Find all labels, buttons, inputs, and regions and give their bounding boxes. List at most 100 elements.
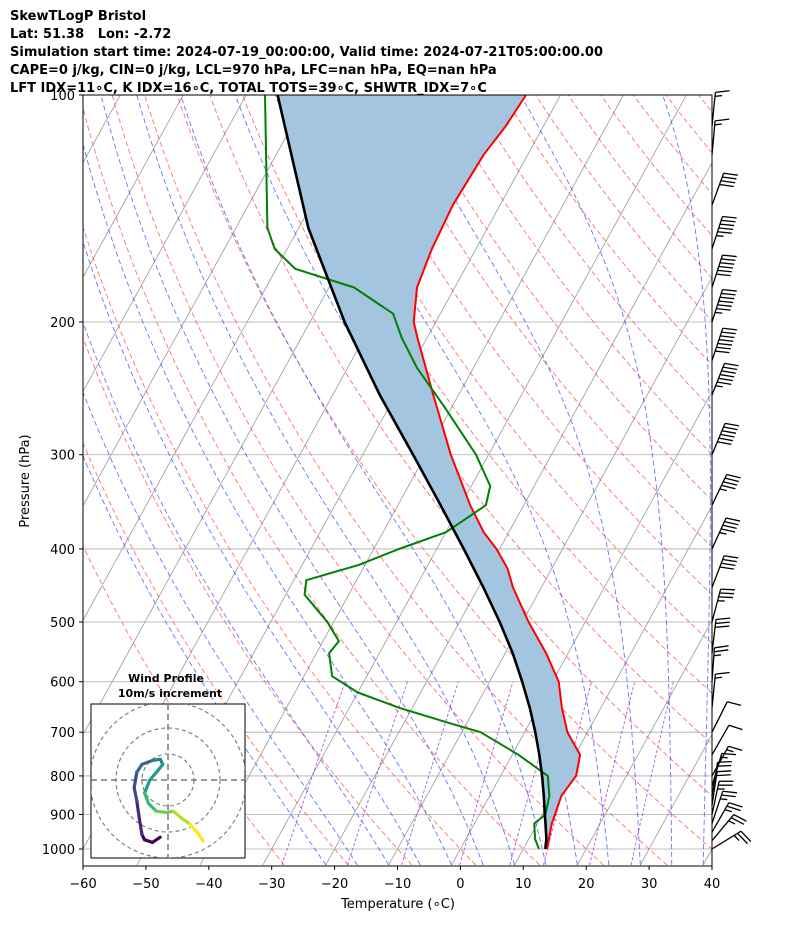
wind-barb-flag xyxy=(718,227,734,231)
wind-barb-half-flag xyxy=(728,820,736,825)
wind-barb-flag xyxy=(716,273,731,277)
wind-barb xyxy=(711,555,739,588)
wind-barb-flag xyxy=(719,262,735,265)
dry-adiabat-line xyxy=(697,95,712,113)
wind-barb xyxy=(711,701,742,733)
wind-barb-flag xyxy=(728,745,743,752)
wind-barb-staff xyxy=(711,328,724,361)
wind-barb-flag xyxy=(733,814,747,822)
wind-barb-half-flag xyxy=(713,654,722,657)
hodograph-segment xyxy=(146,801,158,813)
wind-barb-staff xyxy=(711,474,728,506)
wind-barb-flag xyxy=(726,805,741,812)
x-tick-label: 40 xyxy=(704,877,721,892)
wind-barb-flag xyxy=(721,794,736,798)
wind-barb-flag xyxy=(720,433,735,438)
wind-barb-flag xyxy=(721,258,736,262)
dry-adiabat-line xyxy=(83,225,477,866)
wind-barb-staff xyxy=(711,753,723,787)
wind-barb-staff xyxy=(711,254,724,288)
isotherm-line xyxy=(262,95,687,866)
wind-barb-flag xyxy=(722,254,737,258)
moist-adiabat-line xyxy=(180,95,547,866)
isotherm-line xyxy=(325,161,712,866)
x-tick-label: −30 xyxy=(258,877,285,892)
wind-barb-flag xyxy=(719,592,734,595)
x-tick-label: −40 xyxy=(195,877,222,892)
x-tick-label: −50 xyxy=(132,877,159,892)
wind-barb-flag xyxy=(719,373,735,378)
wind-barb-staff xyxy=(711,92,717,127)
hodograph-segment xyxy=(135,799,141,821)
wind-barb-flag xyxy=(720,588,735,591)
wind-barb-staff xyxy=(711,423,726,455)
wind-barb-flag xyxy=(722,790,738,794)
wind-barb-flag xyxy=(717,381,732,386)
instability-indices-line: LFT IDX=11∘C, K IDX=16∘C, TOTAL TOTS=39∘… xyxy=(10,81,487,96)
wind-barb-flag xyxy=(718,300,734,304)
wind-barb-half-flag xyxy=(719,488,727,492)
wind-barb xyxy=(711,802,743,833)
wind-barb-flag xyxy=(730,817,745,825)
wind-barb-half-flag xyxy=(720,798,728,801)
chart-title: SkewTLogP Bristol xyxy=(10,9,147,24)
hodograph-inset: Wind Profile 10m/s increment xyxy=(90,672,246,859)
hodograph-segment xyxy=(154,809,169,815)
cin-shaded-area xyxy=(277,95,581,849)
wind-barb-flag xyxy=(717,770,732,773)
wind-barb-staff xyxy=(711,745,730,777)
wind-barb-flag xyxy=(716,764,732,767)
wind-barb-flag xyxy=(718,437,734,442)
dry-adiabat-line xyxy=(632,95,712,195)
wind-barb xyxy=(711,645,729,682)
wind-barb-flag xyxy=(717,269,732,273)
wind-barb-flag xyxy=(721,219,736,223)
wind-barb-flag xyxy=(722,288,737,292)
hodograph-segment xyxy=(179,816,192,826)
wind-barb-flag xyxy=(721,370,736,374)
wind-barb-flag xyxy=(717,342,732,346)
wind-barb xyxy=(711,172,738,206)
wind-barb-flag xyxy=(722,176,737,180)
wind-barb-flag xyxy=(723,426,738,431)
wind-barb-staff xyxy=(711,802,730,833)
wind-barb-flag xyxy=(726,473,741,479)
wind-barb-flag xyxy=(727,701,742,707)
wind-barb xyxy=(711,90,730,127)
wind-barb-flag xyxy=(719,296,735,300)
x-tick-label: 0 xyxy=(456,877,464,892)
isotherm-line xyxy=(83,95,310,507)
x-tick-label: −60 xyxy=(69,877,96,892)
mixing-ratio-line xyxy=(347,681,408,866)
wind-barb-flag xyxy=(720,528,736,533)
isotherm-line xyxy=(577,619,712,866)
moist-adiabat-line xyxy=(520,95,673,866)
wind-barb xyxy=(711,422,740,455)
y-tick-label: 600 xyxy=(50,676,75,691)
wind-barb xyxy=(711,790,738,824)
y-tick-label: 500 xyxy=(50,616,75,631)
wind-barb-flag xyxy=(716,774,731,777)
wind-barb-half-flag xyxy=(714,94,723,98)
dry-adiabat-line xyxy=(437,95,712,456)
hodograph-segment xyxy=(143,778,152,795)
wind-barb-flag xyxy=(717,304,732,307)
wind-barb-flag xyxy=(722,215,737,219)
hodograph-subtitle: 10m/s increment xyxy=(118,687,222,700)
wind-barb-staff xyxy=(711,701,728,733)
wind-barb-flag xyxy=(720,180,736,184)
wind-barb xyxy=(711,362,739,396)
moist-adiabat-line xyxy=(136,95,515,866)
moist-adiabat-line xyxy=(304,95,610,866)
wind-barb xyxy=(711,745,743,777)
data-layer xyxy=(264,95,582,850)
x-axis-label: Temperature (∘C) xyxy=(340,897,455,912)
wind-barb xyxy=(711,254,737,288)
wind-barb-half-flag xyxy=(715,311,723,314)
hodograph-segment xyxy=(143,791,151,806)
wind-barb-half-flag xyxy=(714,123,722,126)
dry-adiabat-line xyxy=(339,95,712,596)
mixing-ratio-line xyxy=(401,681,459,866)
wind-barb-flag xyxy=(715,118,730,122)
